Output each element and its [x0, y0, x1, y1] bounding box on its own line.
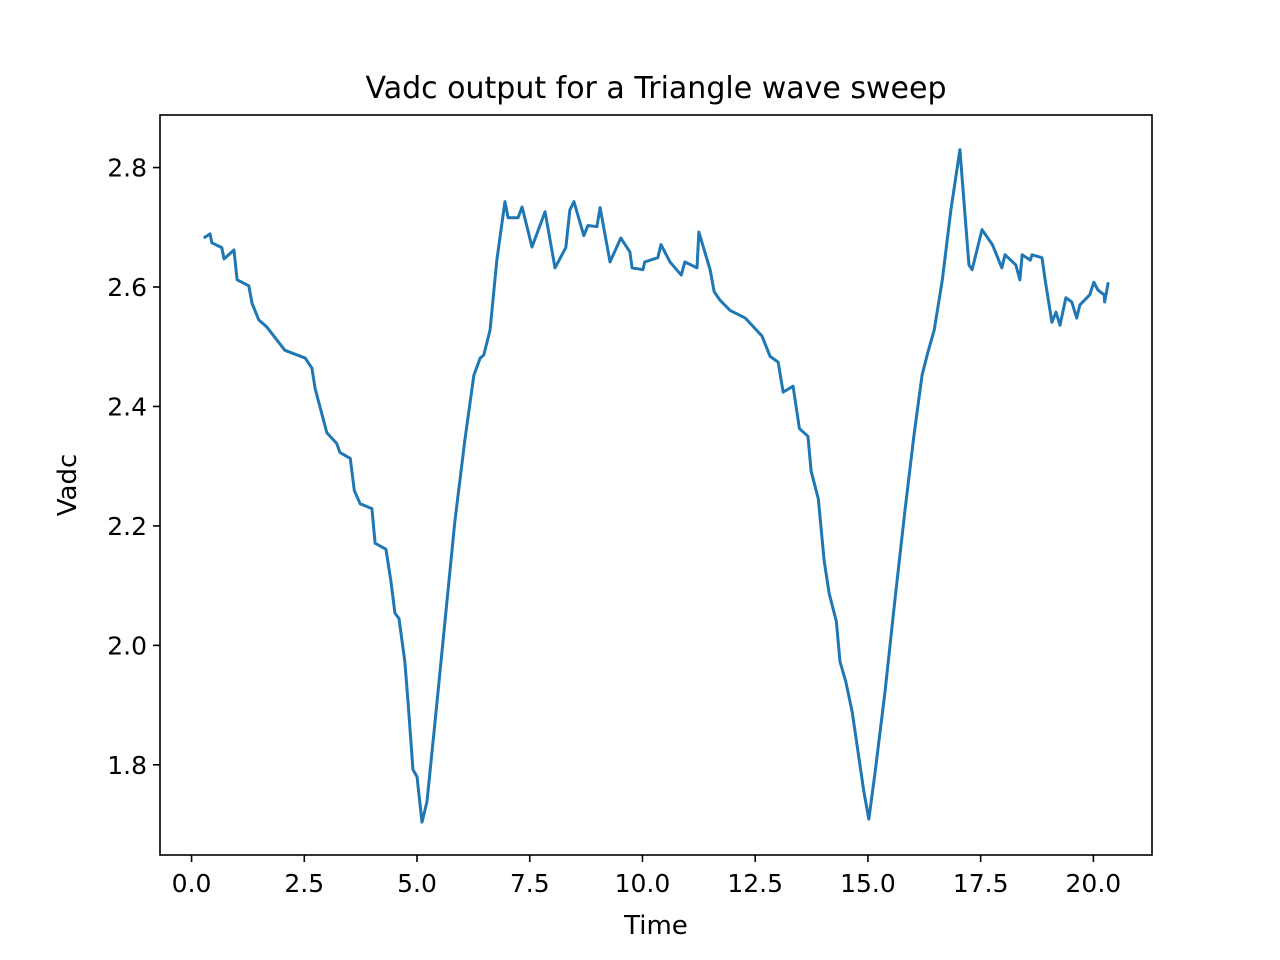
y-tick-label: 2.2	[107, 512, 147, 541]
y-tick-label: 2.6	[107, 273, 147, 302]
x-tick-label: 5.0	[397, 869, 437, 898]
x-tick-label: 2.5	[284, 869, 324, 898]
y-axis-label: Vadc	[53, 454, 83, 517]
x-axis-label: Time	[623, 911, 688, 941]
y-tick-label: 1.8	[107, 751, 147, 780]
x-tick-label: 0.0	[172, 869, 212, 898]
x-tick-label: 10.0	[615, 869, 671, 898]
x-tick-label: 17.5	[953, 869, 1009, 898]
y-tick-label: 2.4	[107, 392, 147, 421]
x-tick-label: 12.5	[727, 869, 783, 898]
x-tick-label: 20.0	[1066, 869, 1122, 898]
data-line	[202, 148, 1110, 824]
y-tick-label: 2.0	[107, 631, 147, 660]
axes-frame	[159, 114, 1153, 856]
x-tick-label: 7.5	[510, 869, 550, 898]
x-tick-label: 15.0	[840, 869, 896, 898]
chart-title: Vadc output for a Triangle wave sweep	[366, 71, 947, 106]
y-tick-label: 2.8	[107, 154, 147, 183]
